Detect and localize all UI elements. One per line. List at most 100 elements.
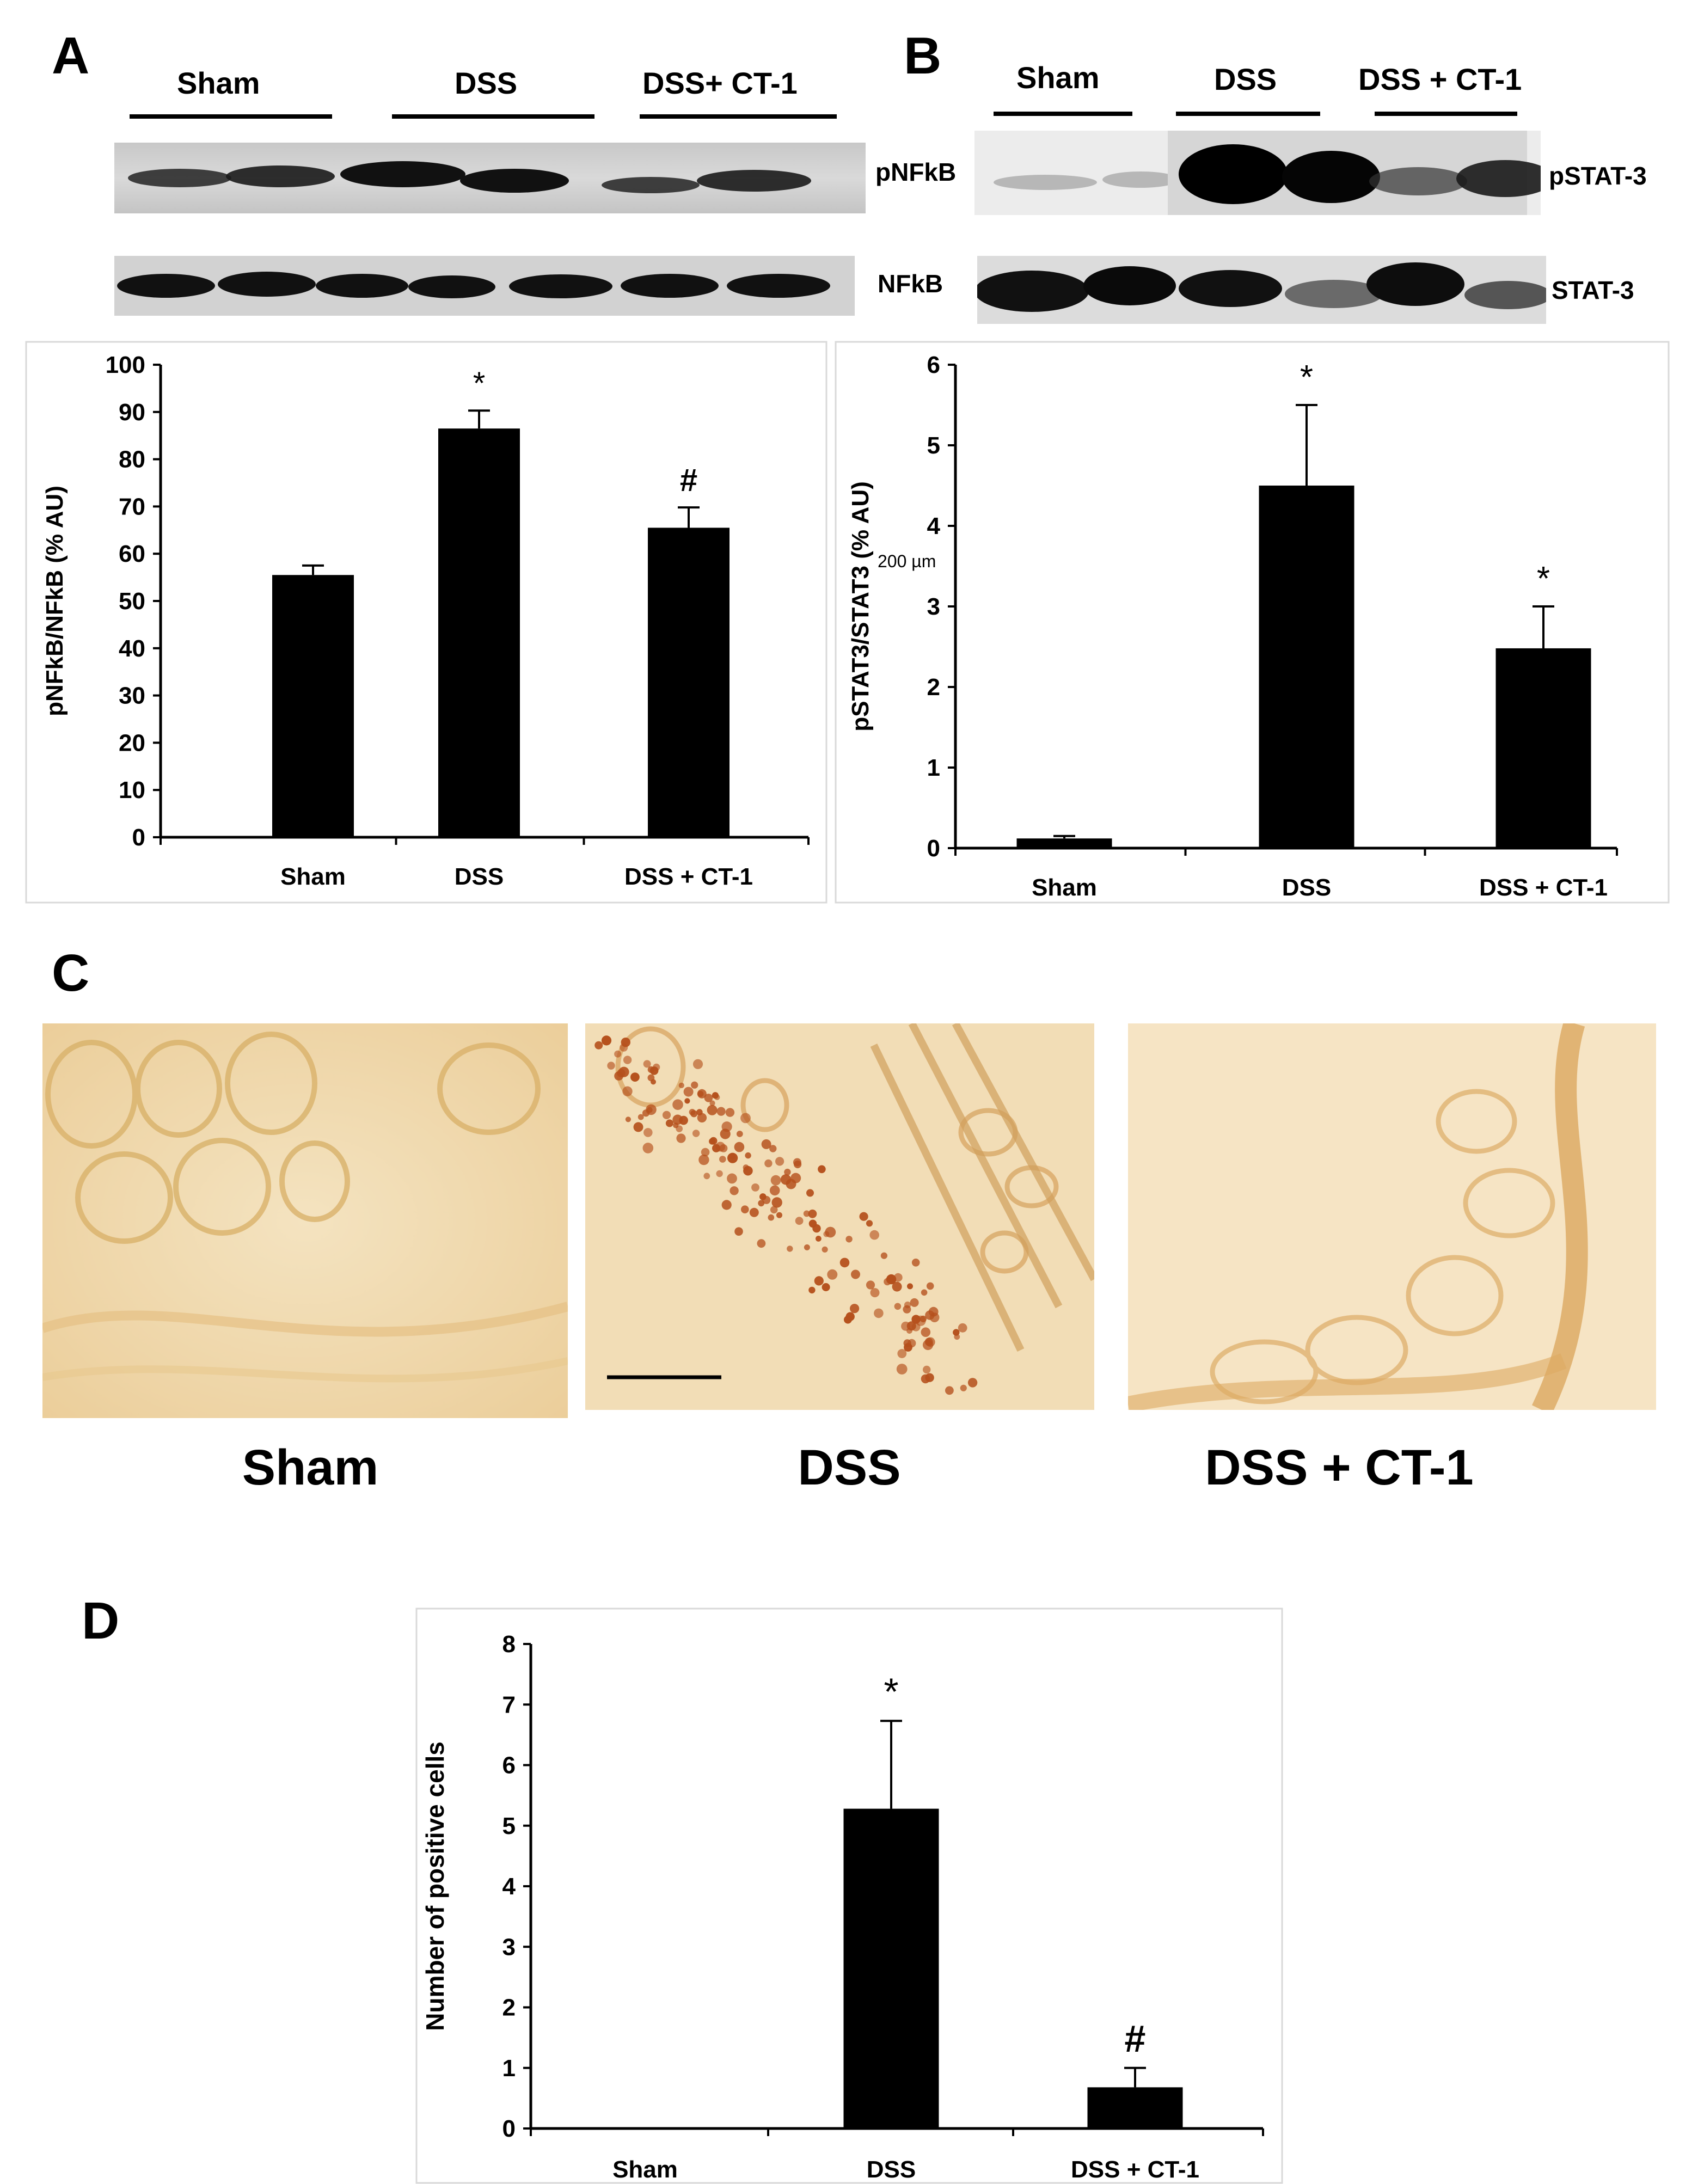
stained-nucleus <box>721 1200 732 1210</box>
y-tick-label: 70 <box>119 493 145 520</box>
y-tick-label: 1 <box>927 754 940 781</box>
y-tick-label: 2 <box>927 674 940 701</box>
chart-frame <box>25 341 828 904</box>
blot-band <box>727 274 830 298</box>
stained-nucleus <box>923 1365 931 1374</box>
stained-nucleus <box>676 1133 686 1143</box>
stained-nucleus <box>770 1175 781 1186</box>
stained-nucleus <box>622 1086 633 1096</box>
stained-nucleus <box>886 1274 897 1285</box>
stained-nucleus <box>793 1158 801 1167</box>
stained-nucleus <box>770 1206 778 1214</box>
significance-marker: * <box>1300 359 1313 396</box>
stained-nucleus <box>704 1094 713 1102</box>
blot-band <box>1456 160 1541 197</box>
blot-a-group-dss: DSS <box>455 66 518 100</box>
stained-nucleus <box>614 1050 622 1058</box>
stained-nucleus <box>870 1288 880 1298</box>
stained-nucleus <box>749 1207 759 1217</box>
y-tick-label: 100 <box>106 352 145 378</box>
stained-nucleus <box>719 1156 726 1163</box>
stained-nucleus <box>921 1289 928 1296</box>
x-category-label: Sham <box>280 863 346 890</box>
stained-nucleus <box>869 1230 879 1240</box>
y-tick-label: 10 <box>119 777 145 803</box>
stained-nucleus <box>761 1139 771 1149</box>
micrograph-dss-ct1 <box>1128 1023 1656 1410</box>
stained-nucleus <box>716 1107 726 1116</box>
stained-nucleus <box>775 1157 784 1166</box>
blot-band <box>602 177 700 193</box>
significance-marker: * <box>884 1670 898 1713</box>
blot-a-group-line-dss <box>392 114 594 119</box>
stained-nucleus <box>719 1144 728 1152</box>
significance-marker: # <box>1125 2017 1146 2060</box>
stained-nucleus <box>768 1214 775 1221</box>
blot-b-pstat3-strip <box>974 131 1541 215</box>
stained-nucleus <box>716 1170 723 1177</box>
stained-nucleus <box>953 1329 960 1336</box>
bar <box>1016 838 1112 848</box>
y-tick-label: 0 <box>927 835 940 862</box>
stained-nucleus <box>607 1062 615 1070</box>
stained-nucleus <box>928 1306 939 1317</box>
stained-nucleus <box>692 1130 700 1137</box>
stained-nucleus <box>925 1337 935 1347</box>
bar <box>438 428 520 837</box>
blot-band <box>977 271 1089 312</box>
x-category-label: Sham <box>612 2156 678 2183</box>
y-tick-label: 0 <box>502 2115 516 2142</box>
y-tick-label: 4 <box>502 1873 516 1900</box>
stained-nucleus <box>601 1035 612 1046</box>
stained-nucleus <box>751 1183 759 1192</box>
stained-nucleus <box>698 1154 709 1165</box>
stained-nucleus <box>703 1173 710 1180</box>
y-tick-label: 8 <box>502 1631 516 1658</box>
stained-nucleus <box>633 1122 643 1132</box>
stained-nucleus <box>866 1220 873 1227</box>
stained-nucleus <box>874 1308 884 1318</box>
stained-nucleus <box>662 1111 671 1119</box>
stained-nucleus <box>803 1210 810 1217</box>
bar <box>272 575 354 837</box>
stained-nucleus <box>712 1144 721 1152</box>
y-tick-label: 80 <box>119 446 145 473</box>
blot-band <box>1083 266 1176 305</box>
stained-nucleus <box>764 1159 773 1168</box>
stained-nucleus <box>712 1092 719 1099</box>
stained-nucleus <box>921 1374 930 1384</box>
micrograph-dss <box>585 1023 1094 1410</box>
stained-nuclei <box>594 1035 978 1395</box>
stained-nucleus <box>701 1148 710 1157</box>
y-axis-label: Number of positive cells <box>421 1741 449 2031</box>
y-axis-label: pSTAT3/STAT3 (% AU) <box>847 481 874 732</box>
blot-band <box>117 274 215 298</box>
stained-nucleus <box>743 1164 749 1171</box>
blot-a-group-line-sham <box>130 114 332 119</box>
blot-band <box>1179 144 1288 204</box>
stained-nucleus <box>911 1322 921 1332</box>
stained-nucleus <box>697 1113 707 1122</box>
x-category-label: DSS + CT-1 <box>1479 874 1608 901</box>
stained-nucleus <box>910 1298 919 1307</box>
blot-band <box>1282 151 1380 203</box>
stray-scale-label: 200 µm <box>878 551 936 571</box>
stained-nucleus <box>740 1113 751 1124</box>
stained-nucleus <box>894 1303 902 1310</box>
blot-b-group-line-dss-ct1 <box>1375 112 1517 116</box>
y-tick-label: 50 <box>119 588 145 615</box>
bar <box>843 1808 939 2128</box>
stained-nucleus <box>907 1283 913 1290</box>
bar <box>1259 486 1354 848</box>
significance-marker: * <box>473 366 486 401</box>
stained-nucleus <box>822 1246 828 1253</box>
stained-nucleus <box>646 1104 657 1115</box>
stained-nucleus <box>653 1063 660 1071</box>
blot-band <box>128 169 231 187</box>
stained-nucleus <box>806 1189 814 1197</box>
y-tick-label: 90 <box>119 399 145 426</box>
x-category-label: Sham <box>1032 874 1097 901</box>
stained-nucleus <box>709 1137 718 1145</box>
x-category-label: DSS <box>867 2156 916 2183</box>
stained-nucleus <box>839 1257 850 1268</box>
